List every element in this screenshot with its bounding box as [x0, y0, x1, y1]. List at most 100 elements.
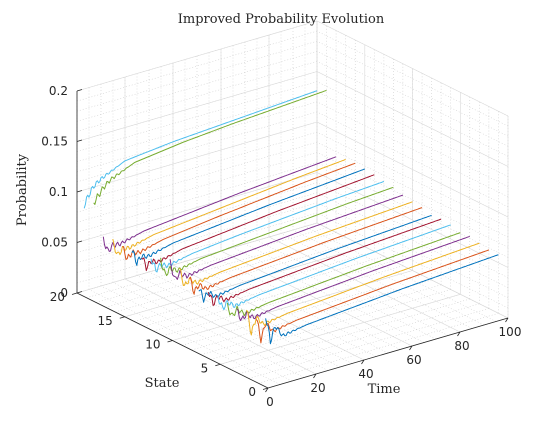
series-line-state-6	[217, 224, 451, 311]
state-tick-mark	[167, 340, 173, 343]
grid-major-prob-backwall	[76, 222, 318, 294]
grid-minor-time-floor	[88, 289, 281, 385]
time-tick-mark	[265, 387, 269, 393]
time-tick-label: 100	[499, 325, 522, 339]
state-tick-label: 10	[145, 338, 160, 352]
grid-major-state-floor	[124, 246, 365, 318]
grid-minor-prob-sidewall	[316, 111, 509, 208]
state-tick-label: 20	[50, 290, 65, 304]
time-tick-label: 40	[358, 367, 373, 381]
probability-tick-label: 0.1	[49, 185, 68, 199]
grid-minor-prob-sidewall	[316, 61, 509, 157]
probability-tick-label: 0	[60, 286, 68, 300]
probability-tick-mark	[76, 190, 83, 193]
grid-minor-state-floor	[153, 260, 394, 332]
time-tick-mark	[505, 317, 509, 323]
time-tick-mark	[457, 331, 461, 337]
state-tick-label: 15	[98, 314, 113, 328]
series-line-state-14	[141, 174, 375, 272]
state-tick-label: 0	[248, 385, 256, 399]
grid-minor-state-floor	[182, 275, 423, 346]
probability-tick-label: 0.15	[41, 135, 68, 149]
grid-minor-prob-sidewall	[316, 81, 509, 177]
time-tick-mark	[361, 359, 365, 365]
time-tick-mark	[313, 373, 317, 379]
grid-minor-time-floor	[280, 233, 473, 329]
grid-minor-state-floor	[239, 303, 480, 375]
grid-minor-prob-sidewall	[316, 162, 509, 258]
probability-tick-label: 0.2	[49, 84, 68, 98]
series-line-state-8	[198, 214, 432, 303]
series-line-state-9	[188, 207, 423, 295]
series-line-state-16	[122, 162, 356, 260]
series-line-state-20	[83, 90, 318, 209]
series-line-state-17	[112, 159, 346, 256]
grid-minor-prob-sidewall	[316, 141, 509, 238]
probability-tick-mark	[76, 89, 83, 92]
grid-minor-prob-sidewall	[316, 192, 509, 288]
time-axis-line	[267, 317, 509, 389]
series-line-state-13	[150, 181, 385, 273]
probability-tick-label: 0.05	[41, 236, 68, 250]
time-tick-label: 60	[406, 353, 421, 367]
y-axis-label: State	[145, 376, 180, 391]
grid-major-prob-sidewall	[316, 172, 509, 268]
grid-major-prob-sidewall	[316, 121, 509, 218]
grid-minor-time-floor	[148, 271, 341, 368]
state-tick-mark	[71, 292, 78, 295]
grid-minor-time-floor	[100, 285, 293, 382]
grid-major-prob-sidewall	[316, 222, 509, 319]
probability-tick-mark	[76, 240, 83, 243]
state-tick-mark	[262, 387, 269, 390]
z-axis-label: Probability	[15, 153, 30, 226]
grid-minor-prob-sidewall	[316, 212, 509, 309]
grid-major-state-floor	[172, 270, 413, 341]
time-tick-label: 0	[266, 395, 274, 409]
series-line-state-19	[93, 89, 327, 205]
grid-minor-prob-sidewall	[316, 91, 509, 187]
time-tick-label: 20	[310, 381, 325, 395]
grid-major-prob-backwall	[76, 172, 318, 243]
series-line-state-15	[131, 168, 365, 266]
series-layer	[83, 89, 499, 345]
grid-minor-prob-sidewall	[316, 131, 509, 228]
grid-minor-time-floor	[196, 257, 389, 354]
grid-minor-time-floor	[304, 226, 497, 322]
grid-minor-prob-sidewall	[316, 202, 509, 299]
probability-tick-mark	[76, 291, 83, 294]
x-axis-label: Time	[368, 382, 401, 397]
series-line-state-5	[226, 232, 461, 317]
grid-minor-time-floor	[184, 261, 377, 357]
time-tick-mark	[409, 345, 413, 351]
grid-minor-time-floor	[208, 254, 401, 350]
grid-minor-prob-sidewall	[316, 51, 509, 147]
grid-minor-prob-sidewall	[316, 182, 509, 278]
grid-minor-prob-sidewall	[316, 152, 509, 248]
chart-title: Improved Probability Evolution	[178, 12, 385, 27]
series-line-state-4	[236, 235, 470, 321]
series-line-state-18	[102, 156, 337, 252]
grid-major-prob-sidewall	[316, 71, 509, 167]
series-line-state-1	[265, 254, 499, 345]
grid-minor-state-floor	[96, 232, 337, 303]
grid-minor-time-floor	[232, 247, 425, 343]
grid-major-prob-backwall	[76, 121, 318, 193]
grid-major-prob-sidewall	[316, 20, 509, 117]
grid-major-prob-backwall	[76, 20, 318, 92]
grid-minor-time-floor	[292, 229, 485, 326]
series-line-state-12	[160, 186, 394, 277]
grid-minor-time-floor	[256, 240, 449, 336]
probability-tick-mark	[76, 139, 83, 142]
grid-major-prob-backwall	[76, 71, 318, 142]
grid-minor-time-floor	[160, 268, 353, 364]
series-line-state-11	[169, 194, 404, 280]
grid-minor-time-floor	[112, 282, 305, 378]
grid-minor-prob-backwall	[76, 30, 318, 102]
grid-minor-prob-sidewall	[316, 101, 509, 198]
series-line-state-2	[255, 249, 490, 344]
grid-minor-prob-sidewall	[316, 30, 509, 127]
series-line-state-3	[246, 242, 480, 336]
